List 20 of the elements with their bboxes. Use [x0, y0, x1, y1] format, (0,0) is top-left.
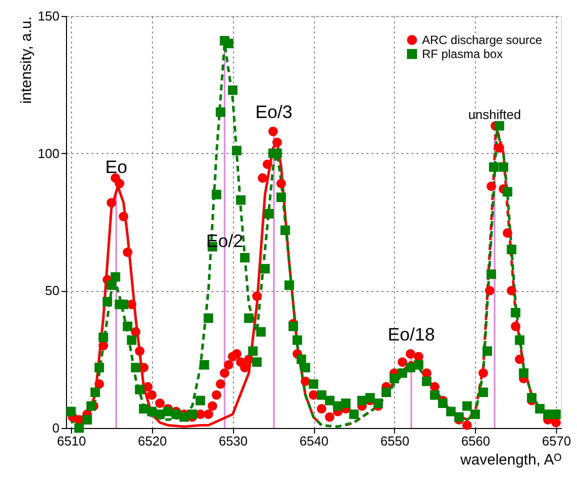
x-tick-label: 6550 [380, 434, 410, 448]
annotation: Eo/18 [388, 324, 435, 345]
annotation: Eo [105, 157, 128, 178]
y-tick-label: 150 [38, 8, 60, 24]
y-tick-label: 50 [45, 283, 60, 298]
y-axis-title: intensity, a.u. [18, 16, 35, 104]
x-tick-label: 6560 [461, 434, 490, 448]
annotation: unshifted [468, 107, 521, 122]
x-axis-title: wavelength, Aᴼ [459, 452, 562, 468]
annotation: Eo/2 [206, 231, 244, 252]
x-tick-label: 6530 [218, 434, 248, 448]
y-tick-label: 100 [38, 146, 60, 161]
x-tick-label: 6570 [542, 434, 571, 448]
x-tick-label: 6520 [138, 434, 167, 448]
legend-label: ARC discharge source [422, 33, 542, 47]
x-tick-label: 6510 [57, 434, 86, 448]
y-tick-label: 0 [52, 420, 60, 436]
x-tick-label: 6540 [300, 434, 328, 448]
legend-label: RF plasma box [422, 47, 503, 61]
annotation: Eo/3 [255, 102, 292, 122]
